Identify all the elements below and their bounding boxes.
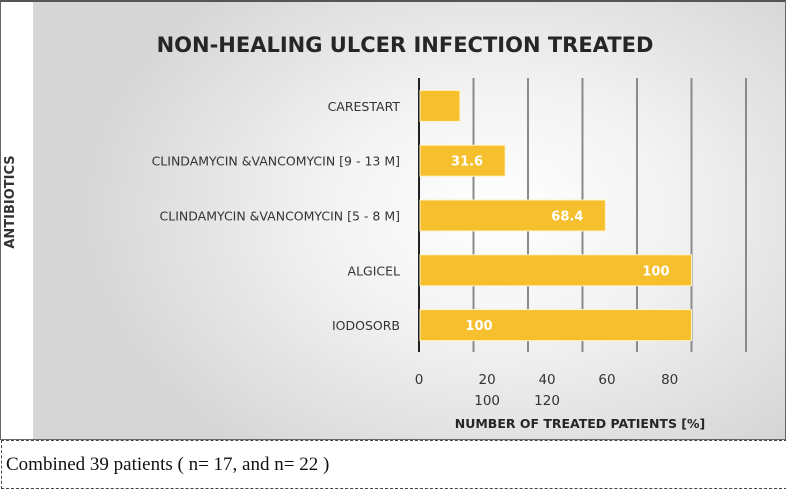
x-tick-label: 80 <box>661 372 678 388</box>
bar <box>419 144 506 177</box>
x-axis-label: NUMBER OF TREATED PATIENTS [%] <box>455 416 706 431</box>
data-label: 68.4 <box>551 210 583 225</box>
figure-frame: ANTIBIOTICS <box>0 0 786 440</box>
data-label: 31.6 <box>451 155 483 170</box>
category-label: CARESTART <box>328 99 401 114</box>
bar <box>419 199 606 232</box>
category-label: CLINDAMYCIN &VANCOMYCIN [9 - 13 M] <box>152 154 400 169</box>
x-tick-label: 40 <box>538 372 555 388</box>
x-tick-label: 0 <box>415 372 424 388</box>
x-tick-label: 20 <box>479 372 496 388</box>
category-label: ALGICEL <box>348 263 401 278</box>
bar <box>419 89 461 122</box>
data-label: 100 <box>642 264 669 279</box>
x-tick-label: 120 <box>534 393 560 409</box>
category-label: IODOSORB <box>332 318 400 333</box>
chart-title: NON-HEALING ULCER INFECTION TREATED <box>157 33 654 57</box>
chart-background <box>33 2 785 439</box>
caption: Combined 39 patients ( n= 17, and n= 22 … <box>1 440 786 489</box>
x-tick-label: 100 <box>474 393 500 409</box>
x-tick-label: 60 <box>598 372 615 388</box>
data-label: 100 <box>465 319 492 334</box>
category-label: CLINDAMYCIN &VANCOMYCIN [5 - 8 M] <box>160 209 400 224</box>
bar <box>419 309 692 342</box>
bar <box>419 254 692 287</box>
bar-chart: NON-HEALING ULCER INFECTION TREATED 31.6… <box>152 33 747 431</box>
